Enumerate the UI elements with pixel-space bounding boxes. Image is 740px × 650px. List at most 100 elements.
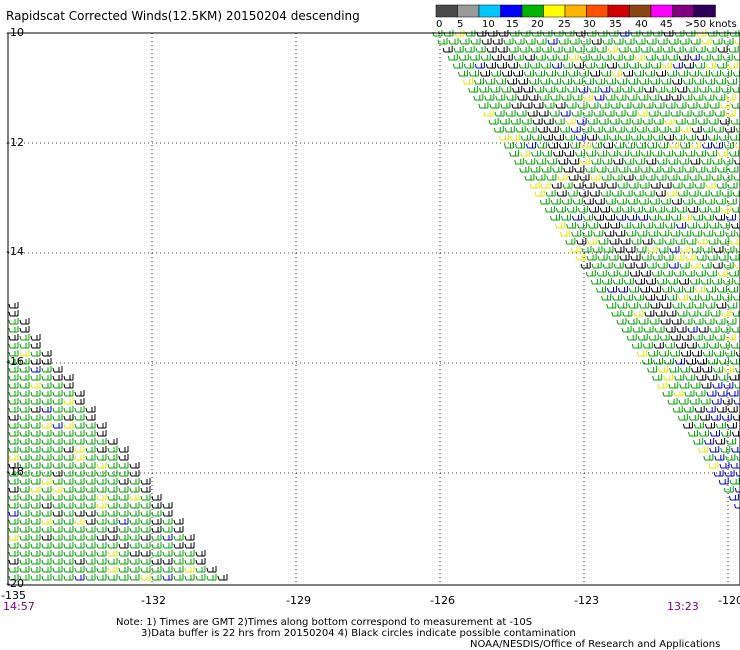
wind-barb: [63, 430, 74, 437]
wind-barb: [483, 110, 494, 117]
wind-barb: [630, 150, 641, 157]
wind-barb: [704, 214, 714, 221]
wind-barb: [633, 190, 644, 197]
wind-barb: [195, 566, 206, 573]
wind-barb: [690, 158, 701, 165]
lon-label-126: -126: [430, 594, 455, 607]
wind-barb: [667, 294, 678, 301]
wind-barb: [615, 230, 626, 237]
wind-barb: [529, 78, 540, 85]
wind-barb: [675, 238, 686, 245]
wind-barb: [726, 198, 737, 205]
wind-barb: [717, 390, 728, 397]
wind-barb: [684, 390, 695, 397]
wind-barb: [151, 510, 162, 517]
wind-barb: [597, 134, 608, 141]
wind-barb: [52, 470, 63, 477]
wind-barb: [8, 542, 19, 549]
wind-barb: [662, 390, 673, 397]
wind-barb: [563, 46, 574, 53]
wind-barb: [162, 542, 173, 549]
wind-barb: [660, 318, 671, 325]
lat-label-14: -14: [6, 245, 24, 258]
wind-barb: [8, 446, 19, 453]
wind-barb: [118, 542, 129, 549]
wind-barb: [677, 86, 688, 93]
wind-barb: [675, 118, 686, 125]
wind-barb: [731, 103, 740, 109]
wind-barb: [140, 534, 151, 541]
wind-barb: [535, 174, 546, 181]
wind-barb: [646, 38, 657, 45]
wind-barb: [711, 54, 722, 61]
wind-barb: [195, 550, 206, 557]
wind-barb: [666, 86, 677, 93]
wind-barb: [8, 318, 19, 325]
wind-barb: [723, 158, 734, 165]
wind-barb: [712, 382, 723, 389]
wind-barb: [558, 142, 569, 149]
wind-barb: [664, 118, 675, 125]
wind-barb: [195, 558, 206, 565]
wind-barb: [672, 302, 683, 309]
wind-barb: [591, 262, 602, 269]
wind-barb: [52, 446, 63, 453]
wind-barb: [727, 62, 738, 69]
wind-barb: [652, 150, 663, 157]
wind-barb: [646, 142, 657, 149]
wind-barb: [625, 246, 636, 253]
wind-barb: [687, 326, 698, 333]
wind-barb: [140, 566, 151, 573]
wind-barb: [8, 422, 19, 429]
wind-barb: [713, 246, 724, 253]
wind-barb: [635, 38, 646, 45]
wind-barb: [63, 438, 74, 445]
wind-barb: [19, 446, 30, 453]
wind-barb: [604, 110, 615, 117]
wind-barb: [96, 422, 107, 429]
wind-barb: [601, 174, 612, 181]
wind-barb: [724, 126, 735, 133]
wind-barb: [129, 558, 140, 565]
wind-barb: [539, 198, 550, 205]
wind-barb: [118, 446, 129, 453]
wind-barb: [19, 350, 30, 357]
wind-barb: [30, 542, 41, 549]
wind-barb: [673, 390, 684, 397]
wind-barb: [653, 342, 664, 349]
wind-barb: [41, 574, 52, 581]
wind-barb: [622, 70, 633, 77]
wind-barb: [686, 342, 697, 349]
wind-barb: [588, 222, 599, 229]
wind-barb: [735, 127, 740, 133]
wind-barb: [30, 350, 41, 357]
wind-barb: [734, 383, 740, 389]
scale-label: 30: [583, 19, 596, 30]
wind-barb: [635, 142, 646, 149]
wind-barb: [52, 534, 63, 541]
wind-barb: [652, 134, 663, 141]
wind-barb: [613, 158, 624, 165]
wind-barb: [491, 54, 502, 61]
wind-barb: [705, 182, 716, 189]
wind-barb: [594, 214, 604, 221]
wind-barb: [663, 254, 674, 261]
wind-barb: [479, 70, 490, 77]
wind-barb: [19, 454, 30, 461]
wind-barb: [649, 198, 660, 205]
wind-barb: [525, 142, 536, 149]
wind-barb: [599, 102, 610, 109]
wind-barb: [519, 46, 530, 53]
wind-barb: [700, 294, 711, 301]
wind-barb: [532, 118, 543, 125]
wind-barb: [437, 38, 448, 45]
wind-barb: [721, 86, 732, 93]
wind-barb: [63, 398, 74, 405]
wind-barb: [594, 94, 605, 101]
wind-barb: [19, 550, 30, 557]
wind-barb: [686, 358, 697, 365]
wind-barb: [611, 190, 622, 197]
wind-barb: [547, 142, 558, 149]
wind-barb: [638, 318, 649, 325]
